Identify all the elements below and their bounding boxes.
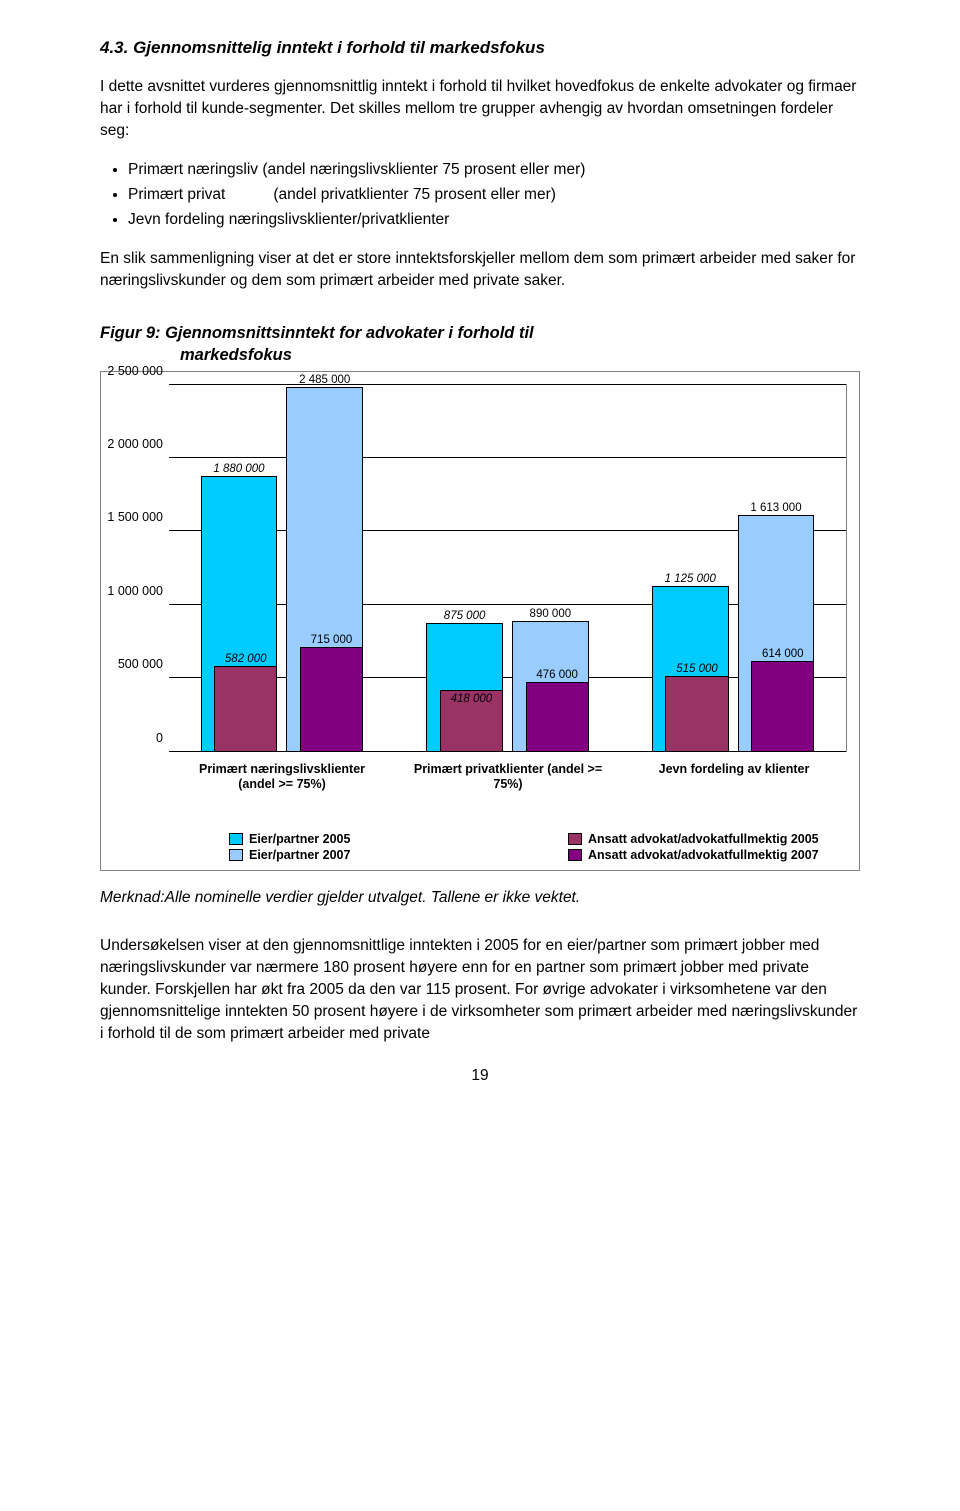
chart-legend: Eier/partner 2005 Ansatt advokat/advokatf…	[169, 832, 847, 864]
bullet-list: Primært næringsliv (andel næringslivskli…	[128, 158, 860, 232]
list-item: Jevn fordeling næringslivsklienter/priva…	[128, 208, 860, 232]
page-number: 19	[100, 1067, 860, 1085]
plot-area: 0500 0001 000 0001 500 0002 000 0002 500…	[169, 384, 847, 752]
y-tick-label: 500 000	[118, 657, 169, 671]
x-axis: Primært næringslivsklienter (andel >= 75…	[169, 758, 847, 806]
legend-swatch	[229, 833, 243, 845]
figure-title-line1: Figur 9: Gjennomsnittsinntekt for advoka…	[100, 324, 534, 342]
bar-value-label: 614 000	[762, 648, 804, 660]
y-tick-label: 0	[156, 731, 169, 745]
legend-swatch	[229, 849, 243, 861]
list-item: Primært privat (andel privatklienter 75 p…	[128, 183, 860, 207]
bar-group: 1 880 000582 0002 485 000715 000	[169, 385, 395, 752]
list-item-post: (andel privatklienter 75 prosent eller m…	[273, 186, 556, 203]
legend-swatch	[568, 833, 582, 845]
bar-value-label: 1 880 000	[213, 463, 264, 475]
bar-value-label: 515 000	[676, 663, 718, 675]
bar-value-label: 418 000	[451, 693, 493, 705]
y-tick-label: 2 500 000	[107, 364, 169, 378]
legend-label: Eier/partner 2005	[249, 832, 350, 846]
chart-bar: 418 000	[440, 690, 503, 751]
bar-chart: 0500 0001 000 0001 500 0002 000 0002 500…	[100, 371, 860, 871]
x-axis-label: Jevn fordeling av klienter	[634, 762, 834, 777]
bar-group: 875 000 418 000 890 000 476 000	[395, 385, 621, 752]
bar-value-label: 476 000	[536, 669, 578, 681]
legend-label: Ansatt advokat/advokatfullmektig 2005	[588, 832, 819, 846]
legend-item: Ansatt advokat/advokatfullmektig 2005	[508, 832, 847, 846]
chart-bar: 476 000	[526, 682, 589, 752]
x-axis-label: Primært privatklienter (andel >= 75%)	[408, 762, 608, 792]
figure-title: Figur 9: Gjennomsnittsinntekt for advoka…	[100, 322, 860, 367]
bar-value-label: 890 000	[530, 608, 572, 620]
chart-note: Merknad:Alle nominelle verdier gjelder u…	[100, 889, 860, 907]
chart-bar: 582 000	[214, 666, 277, 751]
y-tick-label: 1 500 000	[107, 510, 169, 524]
chart-bar: 715 000	[300, 647, 363, 752]
x-axis-label: Primært næringslivsklienter (andel >= 75…	[182, 762, 382, 792]
section-heading: 4.3. Gjennomsnittelig inntekt i forhold …	[100, 38, 860, 58]
bar-value-label: 582 000	[225, 653, 267, 665]
paragraph-comparison: En slik sammenligning viser at det er st…	[100, 248, 860, 292]
legend-swatch	[568, 849, 582, 861]
list-item-pre: Primært privat	[128, 186, 225, 203]
bar-value-label: 1 613 000	[750, 502, 801, 514]
bar-value-label: 715 000	[311, 634, 353, 646]
bar-value-label: 2 485 000	[299, 374, 350, 386]
list-item: Primært næringsliv (andel næringslivskli…	[128, 158, 860, 182]
bar-value-label: 875 000	[444, 610, 486, 622]
chart-bar: 614 000	[751, 661, 814, 751]
legend-item: Ansatt advokat/advokatfullmektig 2007	[508, 848, 847, 862]
bar-group: 1 125 000 515 000 1 613 000 614 000	[620, 385, 846, 752]
y-tick-label: 2 000 000	[107, 437, 169, 451]
y-tick-label: 1 000 000	[107, 584, 169, 598]
paragraph-intro: I dette avsnittet vurderes gjennomsnittl…	[100, 76, 860, 142]
legend-label: Ansatt advokat/advokatfullmektig 2007	[588, 848, 819, 862]
legend-item: Eier/partner 2007	[169, 848, 508, 862]
bar-value-label: 1 125 000	[665, 573, 716, 585]
legend-label: Eier/partner 2007	[249, 848, 350, 862]
legend-item: Eier/partner 2005	[169, 832, 508, 846]
figure-title-line2: markedsfokus	[180, 344, 860, 366]
chart-bar: 515 000	[665, 676, 728, 752]
paragraph-results: Undersøkelsen viser at den gjennomsnittl…	[100, 935, 860, 1045]
